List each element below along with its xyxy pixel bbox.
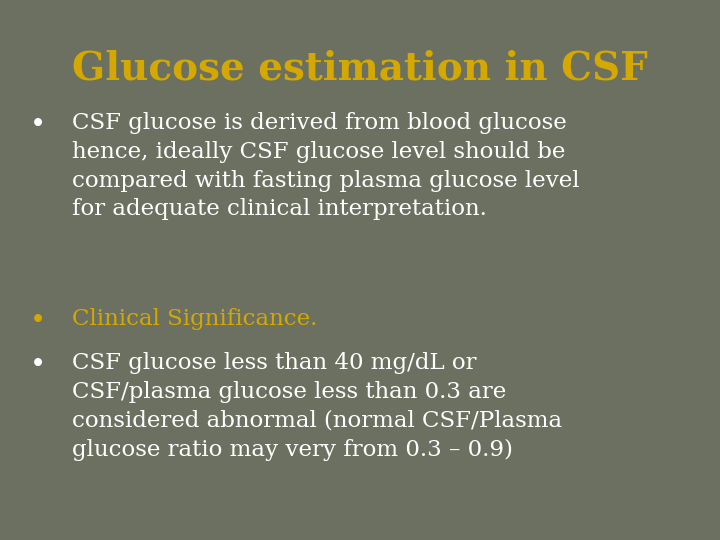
Text: •: • — [30, 352, 46, 379]
Text: •: • — [30, 308, 46, 335]
Text: Glucose estimation in CSF: Glucose estimation in CSF — [72, 50, 648, 88]
Text: •: • — [30, 112, 46, 139]
Text: CSF glucose less than 40 mg/dL or
CSF/plasma glucose less than 0.3 are
considere: CSF glucose less than 40 mg/dL or CSF/pl… — [72, 352, 562, 461]
Text: CSF glucose is derived from blood glucose
hence, ideally CSF glucose level shoul: CSF glucose is derived from blood glucos… — [72, 112, 580, 220]
FancyBboxPatch shape — [10, 10, 710, 530]
Text: Clinical Significance.: Clinical Significance. — [72, 308, 318, 330]
